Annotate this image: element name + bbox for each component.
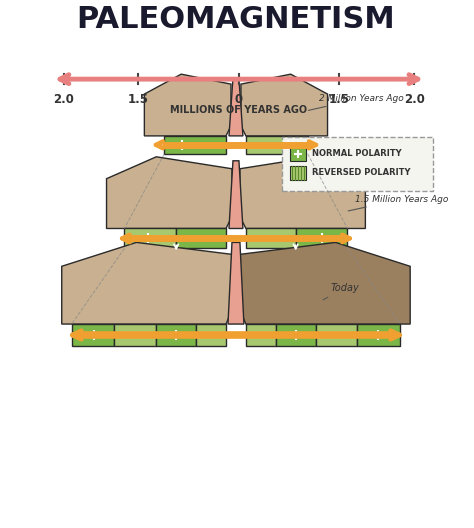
- Polygon shape: [229, 78, 243, 136]
- Text: 1.5 Million Years Ago: 1.5 Million Years Ago: [348, 195, 449, 211]
- Text: NORMAL POLARITY: NORMAL POLARITY: [311, 149, 401, 158]
- Text: 1.5: 1.5: [329, 93, 350, 106]
- Bar: [290, 166, 306, 180]
- Polygon shape: [228, 242, 244, 324]
- Text: 2.0: 2.0: [53, 93, 74, 106]
- Polygon shape: [145, 74, 231, 136]
- Text: 2.0: 2.0: [404, 93, 425, 106]
- Text: 2 Million Years Ago: 2 Million Years Ago: [309, 94, 403, 110]
- Bar: [357, 324, 400, 346]
- Bar: [246, 229, 296, 248]
- Polygon shape: [240, 157, 365, 229]
- Bar: [290, 147, 306, 161]
- Polygon shape: [240, 242, 410, 324]
- Bar: [115, 324, 156, 346]
- Bar: [196, 324, 226, 346]
- Bar: [72, 324, 115, 346]
- Text: 1.5: 1.5: [128, 93, 149, 106]
- Bar: [276, 324, 316, 346]
- Text: 0: 0: [235, 93, 243, 106]
- Bar: [156, 324, 196, 346]
- Bar: [176, 229, 226, 248]
- Polygon shape: [107, 157, 232, 229]
- Bar: [246, 136, 308, 154]
- Text: Today: Today: [323, 283, 359, 300]
- Bar: [296, 229, 347, 248]
- Text: REVERSED POLARITY: REVERSED POLARITY: [311, 168, 410, 177]
- Polygon shape: [62, 242, 232, 324]
- Text: MILLIONS OF YEARS AGO: MILLIONS OF YEARS AGO: [170, 105, 308, 115]
- Polygon shape: [229, 161, 243, 229]
- Text: PALEOMAGNETISM: PALEOMAGNETISM: [77, 5, 395, 34]
- FancyBboxPatch shape: [282, 137, 433, 191]
- Bar: [125, 229, 176, 248]
- Polygon shape: [241, 74, 328, 136]
- Bar: [246, 324, 276, 346]
- Bar: [316, 324, 357, 346]
- Bar: [164, 136, 226, 154]
